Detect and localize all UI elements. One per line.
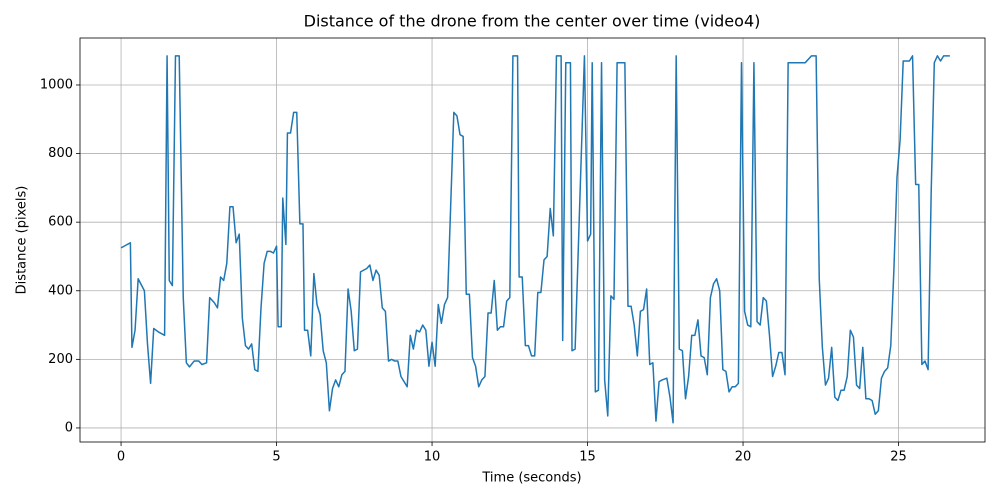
y-axis-label: Distance (pixels) [15,186,30,295]
y-tick-label: 0 [65,420,73,435]
x-tick-label: 15 [579,450,596,465]
y-tick-label: 800 [48,146,73,161]
x-tick-label: 5 [272,450,280,465]
y-tick-label: 600 [48,215,73,230]
x-tick-label: 25 [890,450,907,465]
data-line [120,55,950,424]
y-tick-label: 200 [48,352,73,367]
plot-frame [79,37,986,443]
y-tick-label: 400 [48,283,73,298]
x-tick-label: 20 [735,450,752,465]
chart-title: Distance of the drone from the center ov… [304,12,761,31]
x-tick-label: 0 [117,450,125,465]
y-tick-label: 1000 [40,77,73,92]
x-axis-label: Time (seconds) [481,471,581,486]
x-tick-label: 10 [424,450,441,465]
